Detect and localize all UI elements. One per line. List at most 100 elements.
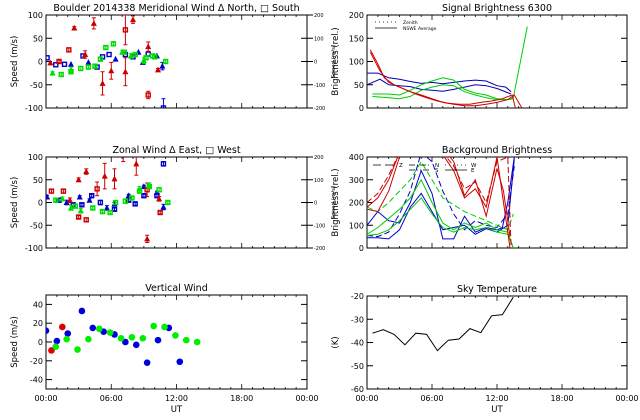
right-y-tick-label: -100 xyxy=(314,83,325,89)
square-marker-green xyxy=(132,51,138,58)
panel-skytemp: Sky Temperature 00:00 06:00 12:00 18:00 00:00… xyxy=(331,284,639,415)
y-tick-label: -20 xyxy=(351,292,364,301)
series-line-green-2 xyxy=(372,84,514,101)
plot-area xyxy=(46,157,171,244)
chart-title: Signal Brightness 6300 xyxy=(442,3,552,14)
y-tick-label: 50 xyxy=(354,81,364,90)
triangle-marker-red xyxy=(156,195,163,202)
square-marker-green xyxy=(68,69,74,75)
right-y-axis-label: Speed (m/s) xyxy=(331,45,337,78)
square-marker-green xyxy=(152,54,158,60)
x-tick-label: 00:00 xyxy=(295,394,318,403)
square-marker-green xyxy=(107,209,113,216)
square-marker-green xyxy=(58,71,64,78)
data-point-green xyxy=(128,334,136,341)
x-tick-label: 00:00 xyxy=(355,394,378,403)
data-point-red xyxy=(59,323,66,331)
y-tick-label: 0 xyxy=(38,338,43,347)
right-y-tick-label: 0 xyxy=(314,201,317,207)
triangle-marker-blue xyxy=(67,61,75,67)
square-marker-red xyxy=(83,217,89,223)
data-point-blue xyxy=(53,337,61,345)
triangle-marker-green xyxy=(127,52,134,59)
data-point-green xyxy=(150,322,157,330)
triangle-marker-red xyxy=(129,16,137,23)
right-y-tick-label: 100 xyxy=(314,36,324,42)
data-point-blue xyxy=(46,327,50,335)
y-tick-label: -100 xyxy=(25,104,43,113)
chart-title: Zonal Wind Δ East, □ West xyxy=(112,145,240,156)
square-marker-blue xyxy=(61,61,68,67)
legend-label: NSWE Average xyxy=(403,26,437,32)
plot-area xyxy=(367,26,528,108)
triangle-marker-red xyxy=(90,20,97,26)
y-tick-label: -50 xyxy=(30,221,43,230)
data-point-red xyxy=(48,347,55,354)
series-line-red-2 xyxy=(369,51,523,108)
square-marker-blue xyxy=(106,51,112,58)
legend-label: W xyxy=(471,163,477,169)
square-marker-green xyxy=(143,55,149,61)
panel-signal: Signal Brightness 6300 0 50 100 150 200 Bright… xyxy=(331,3,628,113)
y-tick-label: 0 xyxy=(38,58,43,67)
x-tick-label: 18:00 xyxy=(550,394,573,403)
y-tick-label: 400 xyxy=(349,153,364,162)
square-marker-green xyxy=(90,205,96,211)
square-marker-green xyxy=(146,183,153,190)
series-line-blue-2 xyxy=(367,78,512,95)
square-marker-red xyxy=(60,188,67,194)
triangle-marker-blue xyxy=(159,62,166,69)
data-point-blue xyxy=(122,338,129,346)
square-marker-green xyxy=(53,197,59,203)
x-tick-label: 00:00 xyxy=(34,394,57,403)
triangle-marker-red xyxy=(83,168,90,175)
legend-label: N xyxy=(435,163,439,169)
x-axis-label: UT xyxy=(491,405,503,415)
y-tick-label: -50 xyxy=(30,81,43,90)
chart-title: Boulder 2014338 Meridional Wind Δ North,… xyxy=(53,3,299,14)
series-line-red-1 xyxy=(367,157,511,237)
triangle-marker-red xyxy=(101,172,108,179)
square-marker-green xyxy=(136,188,143,194)
plot-area xyxy=(367,157,515,248)
triangle-marker-red xyxy=(144,235,151,242)
x-tick-label: 00:00 xyxy=(615,394,638,403)
triangle-marker-green xyxy=(59,195,66,202)
data-point-green xyxy=(52,343,60,351)
square-marker-green xyxy=(121,49,128,55)
square-marker-blue xyxy=(132,201,138,207)
y-axis-label: Speed (m/s) xyxy=(10,177,20,229)
legend-label: Zenith xyxy=(403,20,418,26)
y-tick-label: 0 xyxy=(359,244,364,253)
y-axis-label: Speed (m/s) xyxy=(10,36,20,88)
y-tick-label: 0 xyxy=(38,199,43,208)
square-marker-blue xyxy=(160,105,167,108)
square-marker-blue xyxy=(46,55,50,61)
data-point-green xyxy=(63,335,70,343)
x-tick-label: 12:00 xyxy=(485,394,508,403)
triangle-marker-blue xyxy=(86,196,93,203)
y-tick-label: 200 xyxy=(349,199,364,208)
data-point-green xyxy=(172,332,179,339)
right-y-tick-label: 0 xyxy=(314,60,317,66)
square-marker-red xyxy=(145,92,151,98)
right-y-tick-label: 200 xyxy=(314,13,324,19)
y-tick-label: -60 xyxy=(351,385,364,394)
data-point-green xyxy=(117,334,125,342)
chart-title: Vertical Wind xyxy=(145,283,207,294)
triangle-marker-red xyxy=(99,80,106,86)
series-line-blue-E xyxy=(367,157,515,240)
y-tick-label: 100 xyxy=(28,153,43,162)
triangle-marker-red xyxy=(111,175,118,182)
series-line-blue-3 xyxy=(367,157,515,238)
y-tick-label: 50 xyxy=(33,34,43,43)
square-marker-blue xyxy=(88,192,95,199)
y-tick-label: -100 xyxy=(25,244,43,253)
square-marker-green xyxy=(99,208,106,215)
triangle-marker-green xyxy=(67,204,75,211)
data-point-blue xyxy=(78,307,86,315)
triangle-marker-red xyxy=(133,160,140,167)
y-tick-label: 300 xyxy=(349,176,364,185)
triangle-marker-green xyxy=(77,207,84,214)
data-point-green xyxy=(85,335,92,343)
